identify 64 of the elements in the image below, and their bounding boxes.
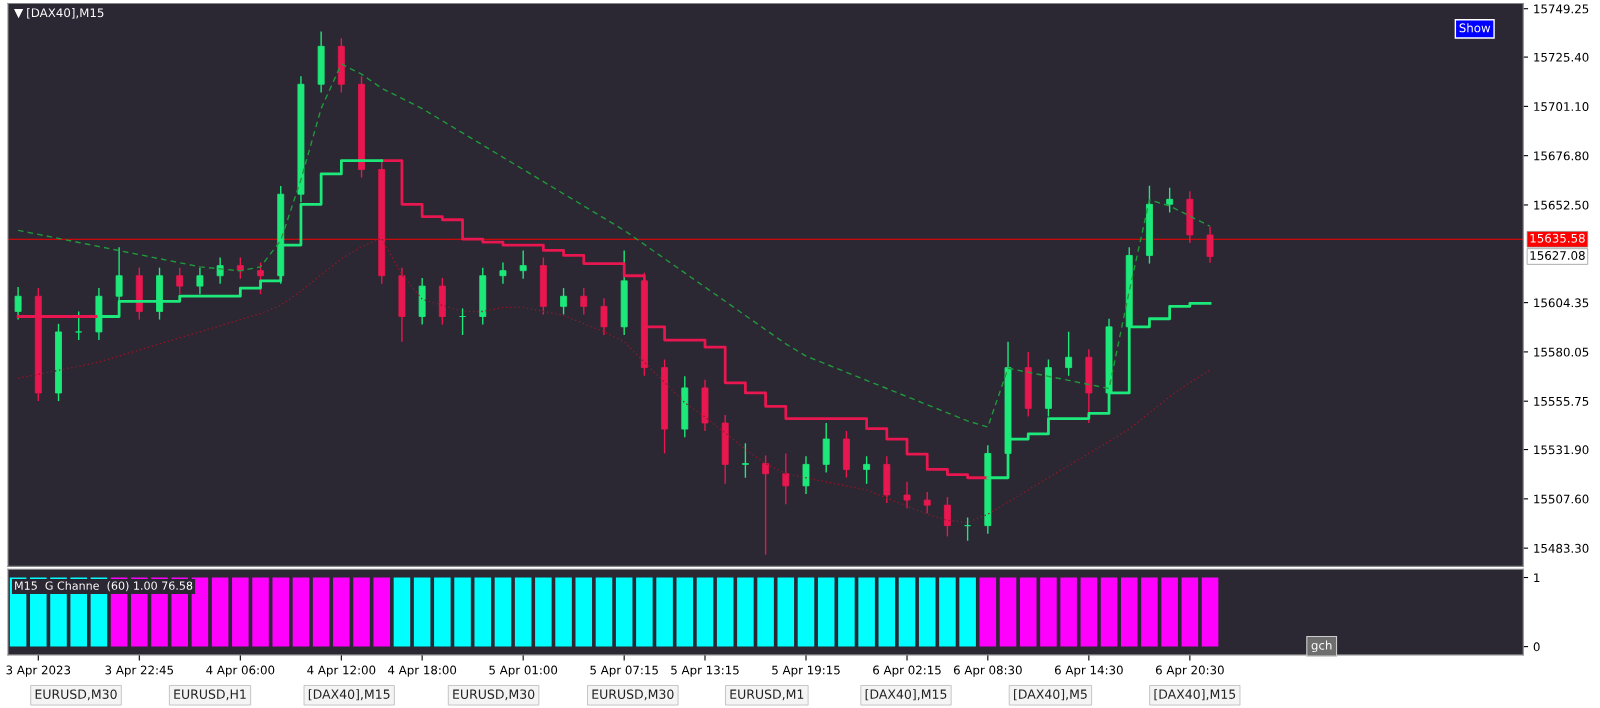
text: [DAX40],M15 <box>1154 689 1236 701</box>
x-tick-label: 4 Apr 18:00 <box>388 665 457 677</box>
text: EURUSD,M1 <box>730 689 804 701</box>
candlestick <box>863 455 871 485</box>
ref-line-label: 15635.58 <box>1530 233 1585 243</box>
text: [DAX40],M5 <box>1014 689 1087 701</box>
candlestick <box>560 287 568 316</box>
x-tick-label: 5 Apr 13:15 <box>671 665 739 677</box>
x-tick-label: 5 Apr 01:00 <box>489 665 558 677</box>
candlestick <box>1065 331 1073 377</box>
y-tick-label: 15507.60 <box>1534 494 1589 504</box>
text: EURUSD,H1 <box>174 689 246 701</box>
candlestick <box>580 287 588 316</box>
y-tick-label: 1 <box>1534 573 1540 583</box>
text: EURUSD,M30 <box>592 689 674 701</box>
candlestick <box>762 454 770 556</box>
candlestick <box>943 496 951 538</box>
y-tick-label: 15749.25 <box>1534 4 1589 14</box>
x-tick-label: 6 Apr 14:30 <box>1054 665 1123 677</box>
x-tick-label: 5 Apr 07:15 <box>590 665 658 677</box>
y-tick-label: 15531.90 <box>1534 445 1589 455</box>
text: EURUSD,M30 <box>453 689 535 701</box>
candlestick <box>519 249 527 280</box>
text: 15627.08 <box>1530 251 1585 260</box>
y-tick-label: 15701.10 <box>1534 102 1589 112</box>
text: [DAX40],M15 <box>865 689 947 701</box>
x-tick-label: 5 Apr 19:15 <box>772 665 840 677</box>
x-tick-label: 3 Apr 2023 <box>6 665 71 677</box>
candlestick <box>782 452 790 505</box>
y-tick-label: 15483.30 <box>1534 543 1589 553</box>
candlestick <box>600 297 608 336</box>
candlestick <box>196 266 204 295</box>
y-tick-label: 15580.05 <box>1534 347 1589 357</box>
annotation: M15 G Channe (60) 1.00 76.58 <box>15 581 193 592</box>
candlestick <box>499 261 507 285</box>
candlestick <box>1166 187 1174 214</box>
candlestick <box>923 491 931 514</box>
candlestick <box>216 256 224 285</box>
text: [DAX40],M15 <box>308 689 390 701</box>
text: EURUSD,M30 <box>35 689 117 701</box>
x-tick-label: 4 Apr 12:00 <box>307 665 376 677</box>
chart-title: [DAX40],M15 <box>27 8 104 19</box>
candlestick <box>176 266 184 295</box>
candlestick <box>903 481 911 509</box>
candlestick <box>236 256 244 280</box>
x-tick-label: 6 Apr 02:15 <box>873 665 941 677</box>
candlestick <box>75 310 83 341</box>
y-tick-label: 15604.35 <box>1534 298 1589 308</box>
y-tick-label: 15725.40 <box>1534 52 1589 62</box>
x-tick-label: 4 Apr 06:00 <box>206 665 275 677</box>
y-tick-label: 15676.80 <box>1534 151 1589 161</box>
candlestick <box>741 442 749 479</box>
x-tick-label: 6 Apr 20:30 <box>1155 665 1224 677</box>
y-tick-label: 0 <box>1533 642 1540 652</box>
candlestick <box>14 286 22 321</box>
candlestick <box>1206 226 1214 264</box>
line-series <box>17 63 1211 428</box>
x-tick-label: 6 Apr 08:30 <box>953 665 1022 677</box>
y-tick-label: 15555.75 <box>1534 397 1589 406</box>
annotation: gch <box>1311 640 1332 653</box>
candlestick <box>802 455 810 495</box>
y-tick-label: 15652.50 <box>1534 200 1589 210</box>
annotation: Show <box>1459 23 1491 33</box>
x-tick-label: 3 Apr 22:45 <box>105 665 174 677</box>
